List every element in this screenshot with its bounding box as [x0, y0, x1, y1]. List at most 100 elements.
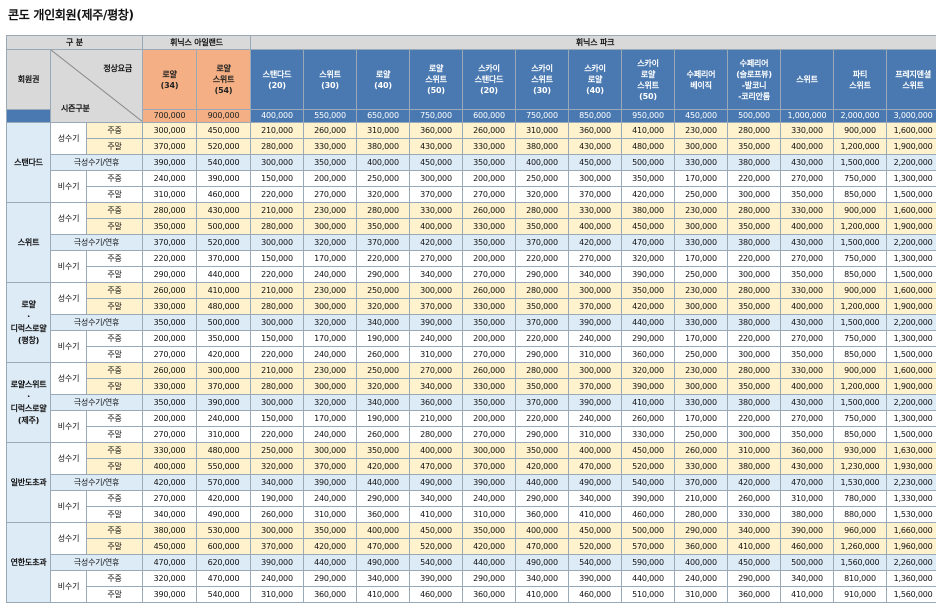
rate-cell: 280,000	[250, 138, 304, 155]
rate-cell: 1,260,000	[833, 538, 887, 555]
rate-cell: 340,000	[409, 266, 463, 283]
rate-cell: 1,300,000	[885, 250, 936, 267]
rate-cell: 280,000	[250, 378, 304, 395]
rate-cell: 400,000	[568, 218, 622, 235]
day-type: 주말	[86, 346, 143, 363]
rate-cell: 150,000	[250, 170, 304, 187]
rate-cell: 460,000	[409, 586, 463, 603]
rate-cell: 350,000	[727, 378, 781, 395]
rate-cell: 300,000	[250, 154, 304, 171]
rate-cell: 2,200,000	[885, 154, 936, 171]
rate-cell: 450,000	[621, 442, 675, 459]
season-super-peak: 극성수기/연휴	[50, 234, 143, 251]
rate-cell: 350,000	[621, 282, 675, 299]
season-peak: 성수기	[50, 122, 87, 155]
rate-cell: 460,000	[780, 538, 834, 555]
rate-cell: 210,000	[250, 282, 304, 299]
rate-cell: 330,000	[674, 154, 728, 171]
rate-cell: 300,000	[674, 138, 728, 155]
day-type: 주말	[86, 426, 143, 443]
rate-cell: 380,000	[780, 506, 834, 523]
rate-cell: 350,000	[727, 298, 781, 315]
rate-cell: 340,000	[568, 490, 622, 507]
rate-cell: 350,000	[727, 218, 781, 235]
rate-cell: 300,000	[303, 378, 357, 395]
rate-cell: 260,000	[462, 202, 516, 219]
rate-cell: 220,000	[727, 170, 781, 187]
season-label: 시즌구분	[61, 104, 90, 113]
rate-cell: 350,000	[462, 522, 516, 539]
rate-cell: 1,500,000	[885, 186, 936, 203]
rate-cell: 360,000	[515, 506, 569, 523]
rate-cell: 330,000	[780, 362, 834, 379]
rate-cell: 480,000	[621, 138, 675, 155]
rate-cell: 320,000	[303, 234, 357, 251]
day-type: 주중	[86, 522, 143, 539]
rate-cell: 1,900,000	[885, 378, 936, 395]
rate-cell: 440,000	[356, 474, 410, 491]
rate-cell: 400,000	[409, 218, 463, 235]
rate-cell: 450,000	[568, 154, 622, 171]
rate-cell: 1,500,000	[833, 234, 887, 251]
column-header: 스카이 스탠다드 (20)	[462, 49, 516, 110]
rate-cell: 240,000	[568, 330, 622, 347]
rate-cell: 1,600,000	[885, 122, 936, 139]
rate-cell: 270,000	[780, 330, 834, 347]
rate-cell: 310,000	[727, 442, 781, 459]
rate-cell: 250,000	[356, 362, 410, 379]
rate-cell: 910,000	[833, 586, 887, 603]
day-type: 주말	[86, 298, 143, 315]
membership-category: 스위트	[6, 202, 51, 283]
rate-cell: 330,000	[727, 506, 781, 523]
table-row: 극성수기/연휴 470,000 620,000 390,000 440,000 490,0…	[7, 554, 936, 571]
season-super-peak: 극성수기/연휴	[50, 314, 143, 331]
rate-cell: 370,000	[250, 538, 304, 555]
rate-cell: 370,000	[409, 186, 463, 203]
rate-cell: 1,600,000	[885, 362, 936, 379]
rate-cell: 270,000	[568, 250, 622, 267]
day-type: 주말	[86, 186, 143, 203]
day-type: 주중	[86, 202, 143, 219]
rate-cell: 370,000	[515, 394, 569, 411]
rate-cell: 380,000	[727, 154, 781, 171]
season-super-peak: 극성수기/연휴	[50, 394, 143, 411]
rate-cell: 260,000	[250, 506, 304, 523]
rate-cell: 280,000	[142, 202, 197, 219]
rate-cell: 270,000	[780, 410, 834, 427]
rate-cell: 260,000	[462, 282, 516, 299]
rate-cell: 270,000	[303, 186, 357, 203]
rate-cell: 1,330,000	[885, 490, 936, 507]
rate-cell: 470,000	[515, 538, 569, 555]
rate-cell: 390,000	[462, 474, 516, 491]
rate-cell: 370,000	[196, 378, 251, 395]
rate-cell: 330,000	[462, 298, 516, 315]
rate-cell: 170,000	[303, 410, 357, 427]
rate-cell: 430,000	[409, 138, 463, 155]
rate-cell: 290,000	[727, 570, 781, 587]
rate-cell: 240,000	[303, 426, 357, 443]
rate-cell: 350,000	[356, 218, 410, 235]
rate-cell: 350,000	[462, 394, 516, 411]
rate-cell: 370,000	[462, 458, 516, 475]
table-row: 주말 350,000 500,000 280,000 300,000 350,000 400…	[7, 218, 936, 235]
rate-cell: 260,000	[621, 410, 675, 427]
rate-cell: 170,000	[674, 250, 728, 267]
rate-cell: 490,000	[196, 506, 251, 523]
rate-cell: 390,000	[409, 314, 463, 331]
rate-cell: 300,000	[727, 186, 781, 203]
rate-cell: 360,000	[303, 586, 357, 603]
rate-cell: 250,000	[674, 426, 728, 443]
rate-cell: 540,000	[196, 154, 251, 171]
rate-cell: 270,000	[462, 266, 516, 283]
normal-price: 550,000	[303, 109, 357, 123]
day-type: 주중	[86, 282, 143, 299]
rate-cell: 280,000	[250, 218, 304, 235]
rate-cell: 330,000	[780, 202, 834, 219]
rate-cell: 300,000	[303, 442, 357, 459]
rate-cell: 340,000	[250, 474, 304, 491]
rate-cell: 390,000	[568, 314, 622, 331]
rate-cell: 220,000	[515, 250, 569, 267]
rate-cell: 420,000	[196, 490, 251, 507]
rate-cell: 420,000	[409, 234, 463, 251]
rate-cell: 340,000	[356, 314, 410, 331]
